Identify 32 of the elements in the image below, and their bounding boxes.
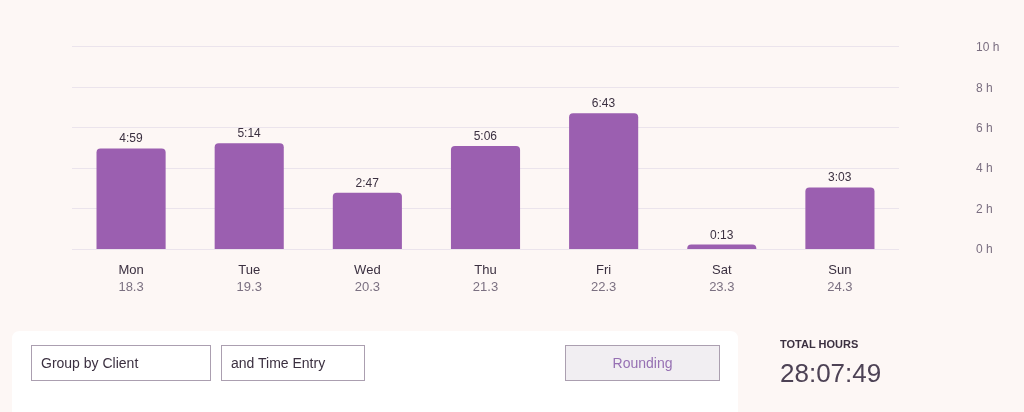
x-tick-label: Mon 18.3 bbox=[118, 261, 144, 294]
text: 28:07:49 bbox=[780, 358, 882, 388]
y-tick-label: 2 h bbox=[976, 201, 993, 216]
data-label: 5:06 bbox=[473, 128, 498, 143]
text: TOTAL HOURS bbox=[780, 338, 859, 350]
bar bbox=[332, 192, 402, 249]
bar bbox=[96, 148, 166, 249]
y-tick-label: 0 h bbox=[976, 242, 993, 257]
data-label: 5:14 bbox=[237, 126, 262, 141]
y-tick-label: 8 h bbox=[976, 80, 993, 95]
bar bbox=[214, 143, 284, 249]
data-label: 4:59 bbox=[119, 131, 143, 146]
x-tick-label: Sat 23.3 bbox=[709, 261, 735, 294]
bar bbox=[450, 145, 521, 249]
bar bbox=[805, 187, 875, 249]
x-tick-label: Fri 22.3 bbox=[590, 261, 617, 294]
bar bbox=[569, 113, 639, 249]
y-tick-label: 6 h bbox=[976, 121, 993, 135]
y-tick-label: 4 h bbox=[976, 161, 993, 176]
data-label: 6:43 bbox=[591, 96, 616, 111]
text: Rounding bbox=[612, 355, 673, 371]
text: Group by Client bbox=[41, 355, 139, 371]
data-label: 0:13 bbox=[709, 227, 734, 242]
y-tick-label: 10 h bbox=[976, 40, 1000, 55]
data-label: 2:47 bbox=[355, 175, 380, 190]
data-label: 3:03 bbox=[828, 170, 852, 185]
x-tick-label: Thu 21.3 bbox=[472, 261, 499, 294]
x-tick-label: Sun 24.3 bbox=[827, 261, 853, 294]
text: and Time Entry bbox=[231, 355, 326, 371]
x-tick-label: Wed 20.3 bbox=[354, 261, 381, 294]
bar bbox=[687, 244, 757, 249]
x-tick-label: Tue 19.3 bbox=[236, 261, 262, 294]
